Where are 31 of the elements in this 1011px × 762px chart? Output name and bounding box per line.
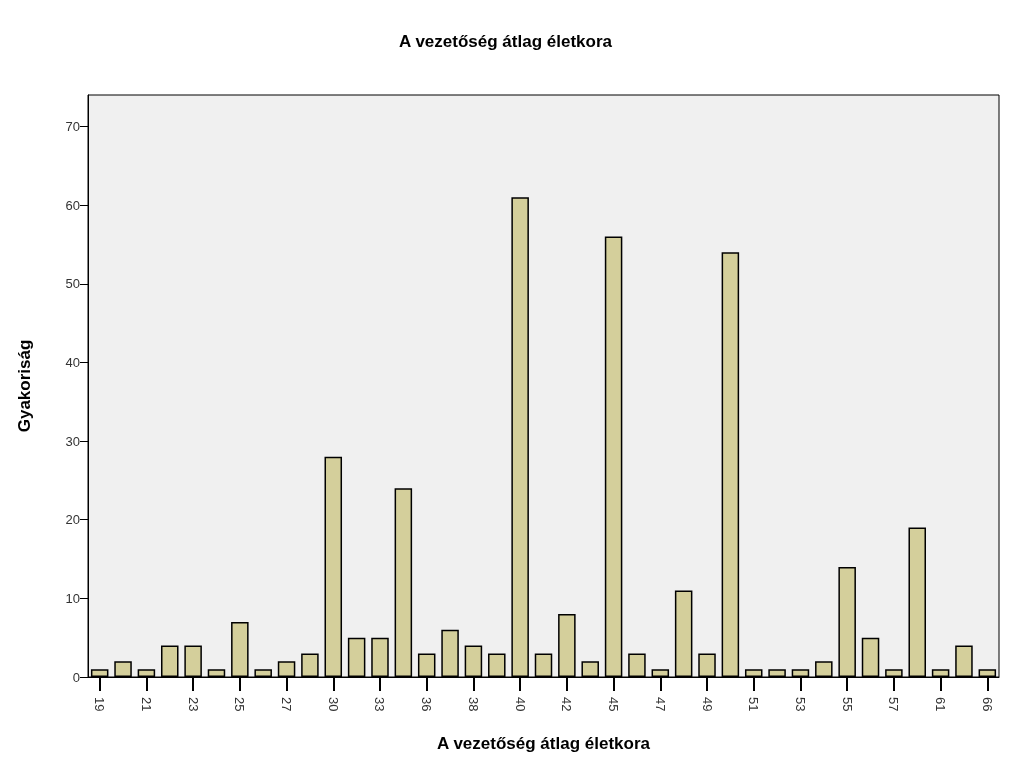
x-tick-label: 21 — [138, 697, 154, 712]
x-tick-label: 19 — [92, 697, 108, 712]
x-tick-label: 27 — [279, 697, 295, 712]
x-tick-label: 47 — [652, 697, 668, 712]
x-tick-label: 66 — [979, 697, 995, 712]
y-axis-title: Gyakoriság — [15, 339, 34, 433]
x-tick-label: 51 — [746, 697, 762, 712]
x-tick-label: 55 — [839, 697, 855, 712]
y-tick-label: 10 — [65, 590, 80, 606]
y-tick-label: 70 — [65, 118, 80, 134]
x-tick-label: 30 — [325, 697, 341, 712]
x-tick-label: 25 — [232, 697, 248, 712]
y-tick-label: 40 — [65, 354, 80, 370]
chart-title: A vezetőség átlag életkora — [399, 32, 613, 51]
x-tick-label: 57 — [886, 697, 902, 712]
x-tick-label: 53 — [792, 697, 808, 712]
y-tick-label: 50 — [65, 276, 80, 292]
x-tick-label: 40 — [512, 697, 528, 712]
x-tick-label: 61 — [933, 697, 949, 712]
x-tick-label: 23 — [185, 697, 201, 712]
y-tick-label: 20 — [65, 512, 80, 528]
y-tick-label: 60 — [65, 197, 80, 213]
x-tick-label: 45 — [606, 697, 622, 712]
x-tick-label: 49 — [699, 697, 715, 712]
x-axis-title: A vezetőség átlag életkora — [437, 734, 651, 753]
x-tick-label: 33 — [372, 697, 388, 712]
x-tick-label: 38 — [465, 697, 481, 712]
y-tick-label: 30 — [65, 433, 80, 449]
y-tick-label: 0 — [72, 669, 80, 685]
x-tick-label: 42 — [559, 697, 575, 712]
x-tick-label: 36 — [419, 697, 435, 712]
